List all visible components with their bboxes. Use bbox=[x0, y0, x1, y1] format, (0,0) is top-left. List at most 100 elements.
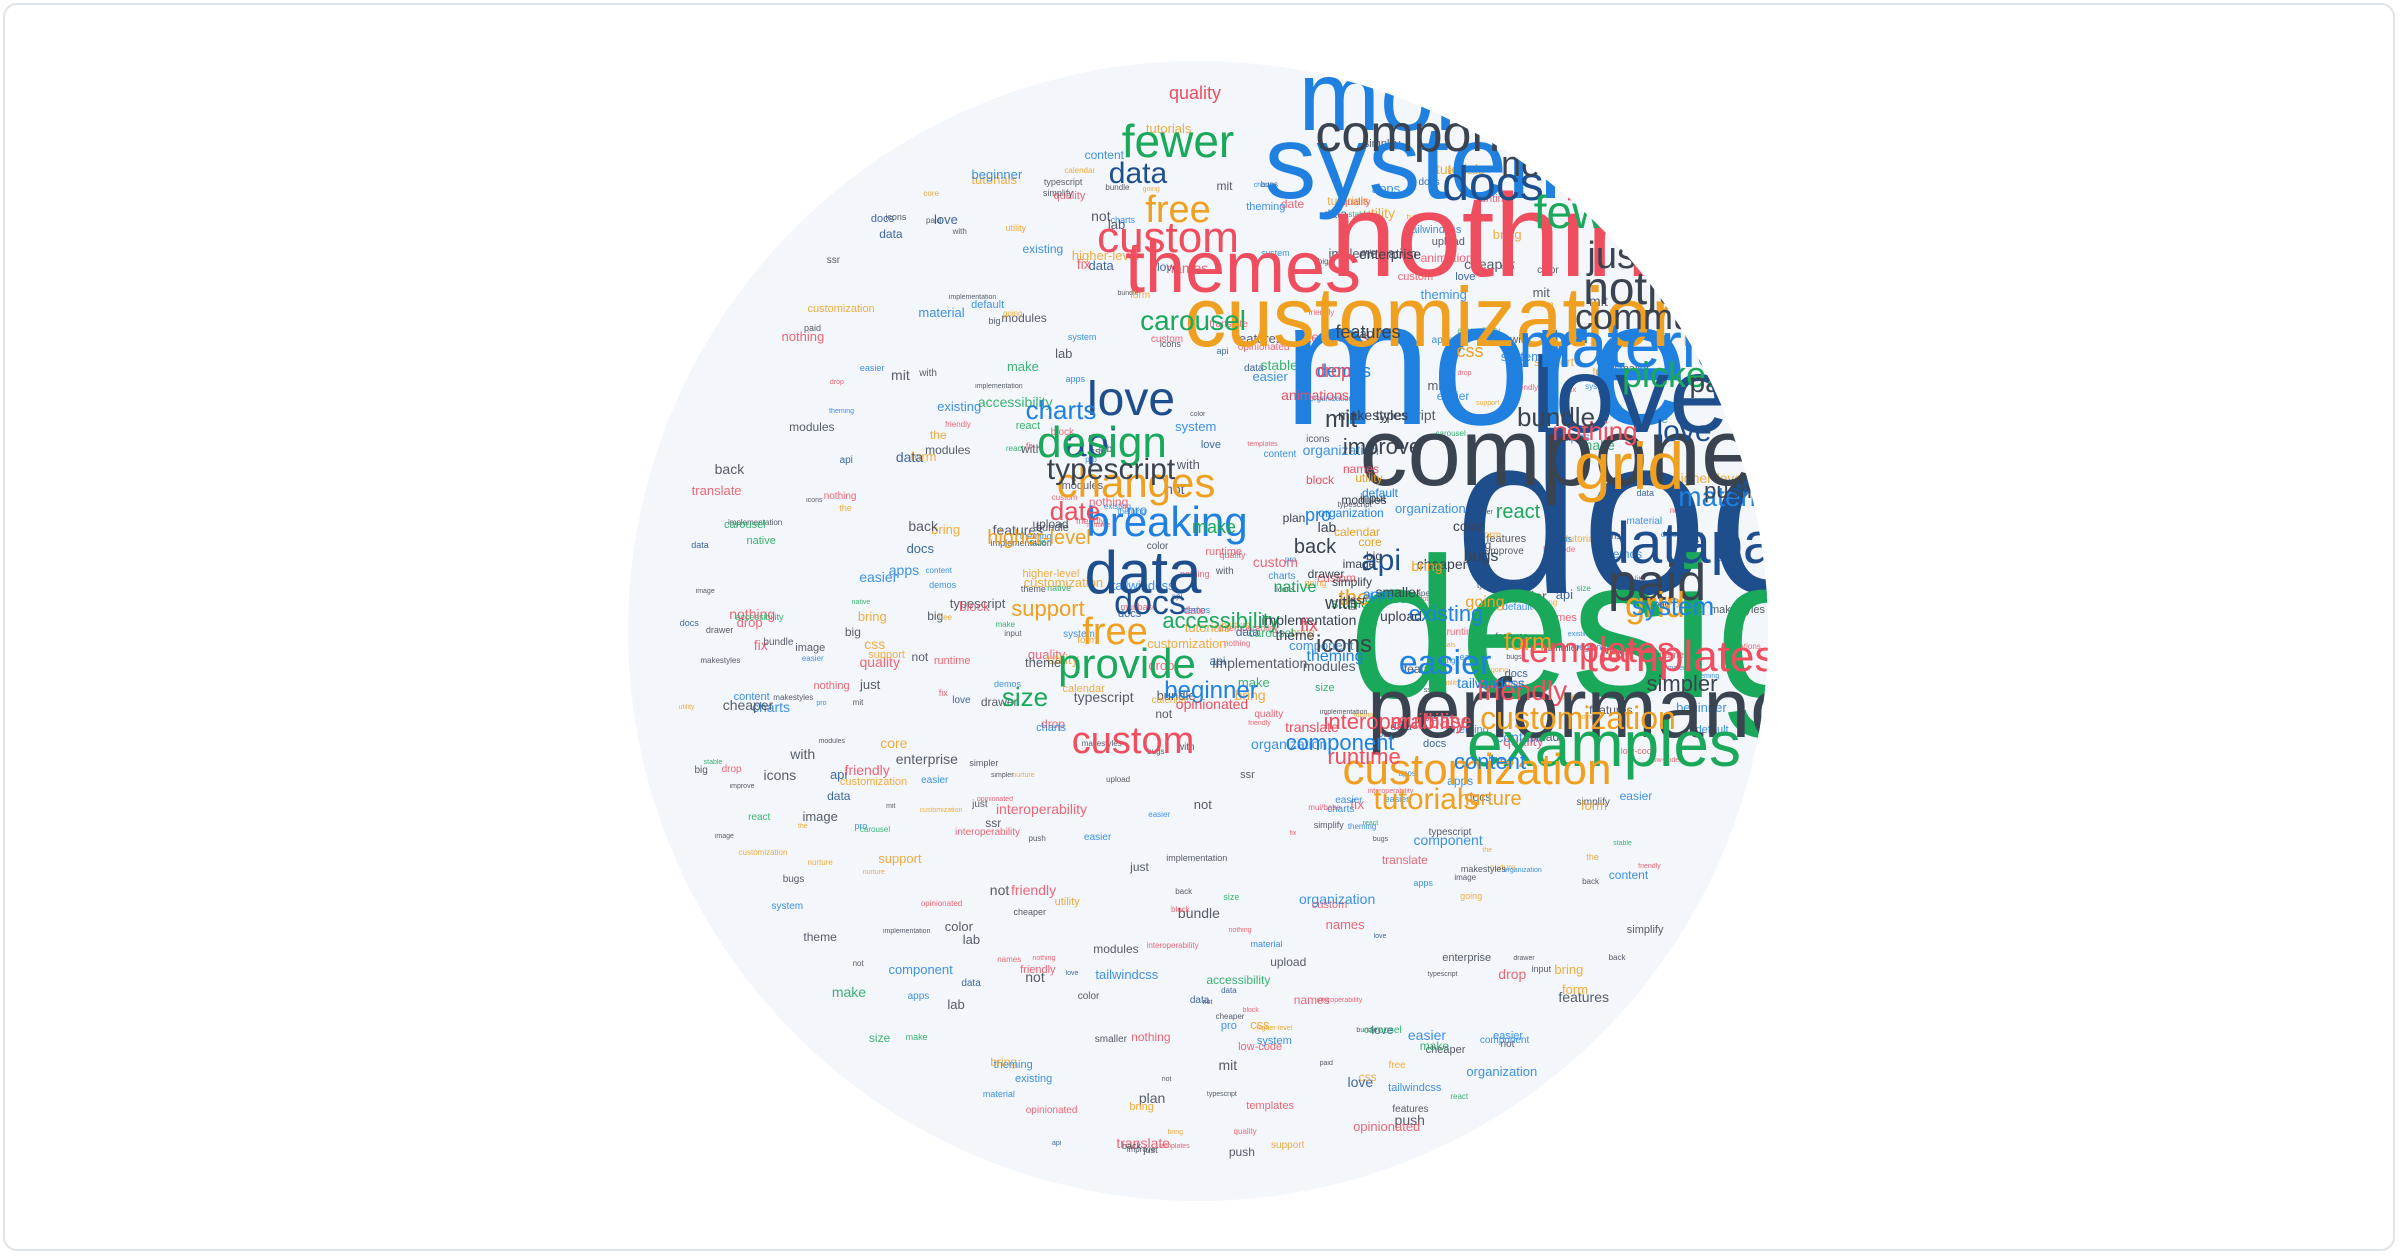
filler-word-react: react bbox=[1015, 419, 1041, 432]
filler-word-not: not bbox=[852, 959, 864, 969]
filler-word-cheaper: cheaper bbox=[1464, 255, 1515, 272]
filler-word-modules: modules bbox=[1302, 657, 1356, 674]
filler-word-fix: fix bbox=[753, 636, 768, 653]
filler-word-theming: theming bbox=[1427, 655, 1456, 665]
filler-word-core: core bbox=[923, 189, 939, 199]
filler-word-quality: quality bbox=[1619, 574, 1646, 585]
filler-word-ssr: ssr bbox=[826, 254, 841, 266]
filler-word-makestyles: makestyles bbox=[773, 692, 814, 702]
filler-word-push: push bbox=[1028, 834, 1046, 844]
word-names: names bbox=[1342, 462, 1380, 476]
word-content: content bbox=[1453, 749, 1527, 774]
filler-word-accessibility: accessibility bbox=[977, 394, 1053, 411]
filler-word-material: material bbox=[918, 304, 965, 320]
word-design: design bbox=[1037, 418, 1167, 467]
filler-word-docs: docs bbox=[1117, 608, 1142, 621]
filler-word-not: not bbox=[1193, 796, 1212, 812]
filler-word-form: form bbox=[1537, 300, 1554, 310]
filler-word-runtime: runtime bbox=[933, 655, 971, 668]
filler-word-utility: utility bbox=[1654, 594, 1682, 609]
filler-word-going: going bbox=[1304, 577, 1327, 588]
filler-word-custom: custom bbox=[1252, 554, 1298, 571]
filler-word-pro: pro bbox=[1127, 502, 1148, 519]
word-customization: customization bbox=[1184, 270, 1698, 364]
filler-word-not: not bbox=[1161, 1076, 1172, 1084]
filler-word-smaller: smaller bbox=[1614, 363, 1650, 376]
filler-word-pro: pro bbox=[816, 700, 827, 708]
filler-word-ssr: ssr bbox=[1240, 768, 1255, 781]
word-customization: customization bbox=[1480, 700, 1676, 736]
filler-word-data: data bbox=[1390, 721, 1412, 734]
filler-word-opinionated: opinionated bbox=[1353, 1119, 1421, 1135]
filler-word-stable: stable bbox=[1260, 357, 1298, 374]
filler-word-opinionated: opinionated bbox=[1025, 1104, 1078, 1116]
word-docs: docs bbox=[1114, 584, 1186, 622]
filler-word-implementation: implementation bbox=[1319, 709, 1368, 717]
filler-word-apps: apps bbox=[1552, 534, 1572, 545]
word-the: the bbox=[1338, 585, 1370, 610]
filler-word-tutorials: tutorials bbox=[1184, 620, 1231, 636]
word-component: component bbox=[1285, 730, 1395, 755]
filler-word-modules: modules bbox=[818, 738, 846, 746]
filler-word-material: material bbox=[982, 1089, 1015, 1100]
filler-word-theming: theming bbox=[1694, 673, 1720, 681]
word-love: love bbox=[1086, 373, 1176, 426]
filler-word-big: big bbox=[694, 764, 708, 776]
filler-word-date: date bbox=[1280, 196, 1305, 211]
filler-word-love: love bbox=[1157, 260, 1180, 275]
word-easier: easier bbox=[1544, 109, 1654, 153]
filler-word-easier: easier bbox=[1084, 831, 1112, 843]
filler-word-existing: existing bbox=[1103, 502, 1131, 512]
filler-word-component: component bbox=[1479, 1034, 1530, 1046]
filler-word-existing: existing bbox=[937, 399, 982, 415]
filler-word-theme: theme bbox=[803, 929, 837, 944]
word-input: input bbox=[1359, 491, 1387, 505]
filler-word-default: default bbox=[971, 299, 1005, 312]
filler-word-translate: translate bbox=[691, 482, 742, 498]
filler-word-typescript: typescript bbox=[1375, 406, 1436, 423]
filler-word-features: features bbox=[1235, 331, 1283, 347]
filler-word-nothing: nothing bbox=[729, 605, 776, 622]
filler-word-content: content bbox=[1084, 148, 1124, 163]
filler-word-back: back bbox=[1608, 952, 1626, 962]
word-paid: paid bbox=[1607, 554, 1707, 612]
filler-word-beginner: beginner bbox=[971, 166, 1023, 182]
filler-word-friendly: friendly bbox=[1020, 964, 1056, 977]
word-components: components bbox=[1359, 399, 1768, 506]
filler-word-apps: apps bbox=[1447, 773, 1474, 788]
word-icons: icons bbox=[1315, 631, 1373, 658]
filler-word-css: css bbox=[864, 635, 886, 652]
filler-word-block: block bbox=[959, 598, 990, 614]
filler-word-content: content bbox=[733, 691, 770, 704]
filler-word-makestyles: makestyles bbox=[700, 656, 741, 666]
word-templates: templates bbox=[1518, 629, 1676, 670]
filler-word-customization: customization bbox=[1147, 635, 1227, 651]
filler-word-mit: mit bbox=[1589, 293, 1608, 310]
filler-word-bring: bring bbox=[1129, 1100, 1154, 1113]
filler-word-mit: mit bbox=[1216, 179, 1233, 194]
word-friendly: friendly bbox=[1476, 675, 1568, 706]
filler-word-quality: quality bbox=[1027, 646, 1066, 662]
filler-word-upload: upload bbox=[1523, 730, 1560, 745]
word-organization: organization bbox=[1318, 506, 1384, 520]
filler-word-mit: mit bbox=[852, 697, 864, 707]
filler-word-tailwindcss: tailwindcss bbox=[1095, 967, 1159, 983]
filler-word-higher-level: higher-level bbox=[1607, 648, 1650, 658]
filler-word-friendly: friendly bbox=[844, 761, 890, 778]
word-apps: apps bbox=[1362, 586, 1394, 602]
filler-word-fix: fix bbox=[1025, 441, 1035, 452]
filler-word-cheaper: cheaper bbox=[1215, 1012, 1245, 1022]
filler-word-easier: easier bbox=[1335, 794, 1363, 806]
filler-word-calendar: calendar bbox=[1064, 166, 1096, 176]
filler-word-love: love bbox=[1688, 530, 1704, 540]
filler-word-going: going bbox=[1142, 185, 1160, 193]
filler-word-features: features bbox=[1558, 989, 1610, 1006]
filler-word-block: block bbox=[1242, 1006, 1259, 1014]
filler-word-icons: icons bbox=[1306, 433, 1330, 445]
filler-word-data: data bbox=[1221, 985, 1237, 995]
filler-word-higher-level: higher-level bbox=[1672, 469, 1746, 486]
word-mui-base: mui/base bbox=[1390, 711, 1472, 733]
filler-word-easier: easier bbox=[1459, 652, 1485, 663]
filler-word-templates: templates bbox=[1307, 329, 1369, 346]
word-date: date bbox=[1049, 496, 1101, 526]
